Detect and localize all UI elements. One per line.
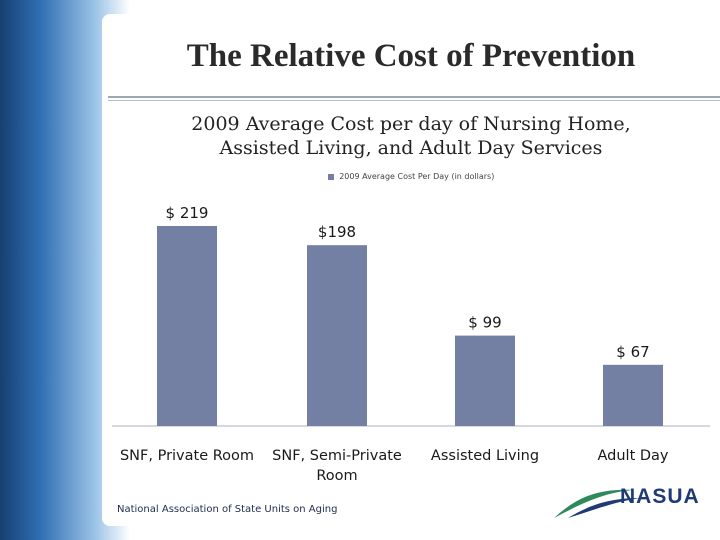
bar xyxy=(455,335,515,426)
footer-organization: National Association of State Units on A… xyxy=(117,504,338,515)
chart-title-line-1: 2009 Average Cost per day of Nursing Hom… xyxy=(191,113,631,135)
category-label: SNF, Private Room xyxy=(120,448,254,464)
title-divider-thin xyxy=(108,100,720,101)
category-label: Assisted Living xyxy=(431,448,539,464)
category-label: SNF, Semi-Private xyxy=(272,448,402,464)
slide-title: The Relative Cost of Prevention xyxy=(186,38,636,74)
nasua-logo-text: NASUA xyxy=(620,485,700,508)
bar xyxy=(157,226,217,426)
data-label: $ 219 xyxy=(166,204,209,222)
data-label: $ 67 xyxy=(616,343,649,361)
chart-title: 2009 Average Cost per day of Nursing Hom… xyxy=(102,112,720,160)
chart-legend: 2009 Average Cost Per Day (in dollars) xyxy=(102,172,720,181)
bar xyxy=(603,364,663,426)
legend-swatch xyxy=(327,173,334,180)
legend-label: 2009 Average Cost Per Day (in dollars) xyxy=(339,172,495,181)
slide: The Relative Cost of Prevention 2009 Ave… xyxy=(102,14,720,526)
data-label: $198 xyxy=(318,223,356,241)
category-label: Room xyxy=(316,468,357,484)
bar-chart: $ 219 SNF, Private Room $198 SNF, Semi-Priv… xyxy=(112,204,710,484)
bar xyxy=(307,245,367,426)
nasua-logo-swoosh-icon xyxy=(554,489,640,518)
title-divider xyxy=(108,96,720,98)
data-label: $ 99 xyxy=(468,314,501,332)
category-label: Adult Day xyxy=(597,448,668,464)
chart-title-line-2: Assisted Living, and Adult Day Services xyxy=(219,137,603,159)
